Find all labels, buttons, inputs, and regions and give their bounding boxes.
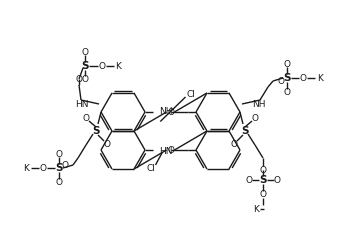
Text: O: O	[167, 108, 174, 117]
Text: O: O	[283, 60, 291, 68]
Text: K: K	[23, 164, 29, 173]
Text: O: O	[104, 139, 110, 148]
Text: K: K	[317, 73, 323, 82]
Text: O: O	[81, 74, 89, 83]
Text: O: O	[273, 176, 281, 185]
Text: O: O	[75, 74, 83, 83]
Text: O: O	[246, 176, 252, 185]
Text: K: K	[115, 62, 121, 70]
Text: O: O	[260, 166, 267, 175]
Text: O: O	[40, 164, 46, 173]
Text: HN: HN	[75, 100, 89, 109]
Text: O: O	[62, 161, 69, 170]
Text: O: O	[81, 48, 89, 57]
Text: O: O	[299, 73, 307, 82]
Text: S: S	[92, 126, 100, 136]
Text: K: K	[253, 204, 259, 213]
Text: O: O	[283, 87, 291, 97]
Text: S: S	[81, 61, 89, 71]
Text: O: O	[260, 189, 267, 198]
Text: HN: HN	[159, 146, 173, 155]
Text: NH: NH	[252, 100, 266, 109]
Text: S: S	[259, 175, 267, 185]
Text: O: O	[99, 62, 105, 70]
Text: O: O	[231, 139, 237, 148]
Text: O: O	[56, 149, 62, 159]
Text: S: S	[55, 163, 63, 173]
Text: O: O	[56, 178, 62, 187]
Text: S: S	[283, 73, 291, 83]
Text: Cl: Cl	[146, 164, 155, 173]
Text: O: O	[277, 76, 284, 85]
Text: Cl: Cl	[186, 89, 195, 99]
Text: O: O	[167, 145, 174, 154]
Text: NH: NH	[159, 107, 173, 116]
Text: S: S	[241, 126, 249, 136]
Text: O: O	[252, 114, 258, 123]
Text: O: O	[83, 114, 89, 123]
